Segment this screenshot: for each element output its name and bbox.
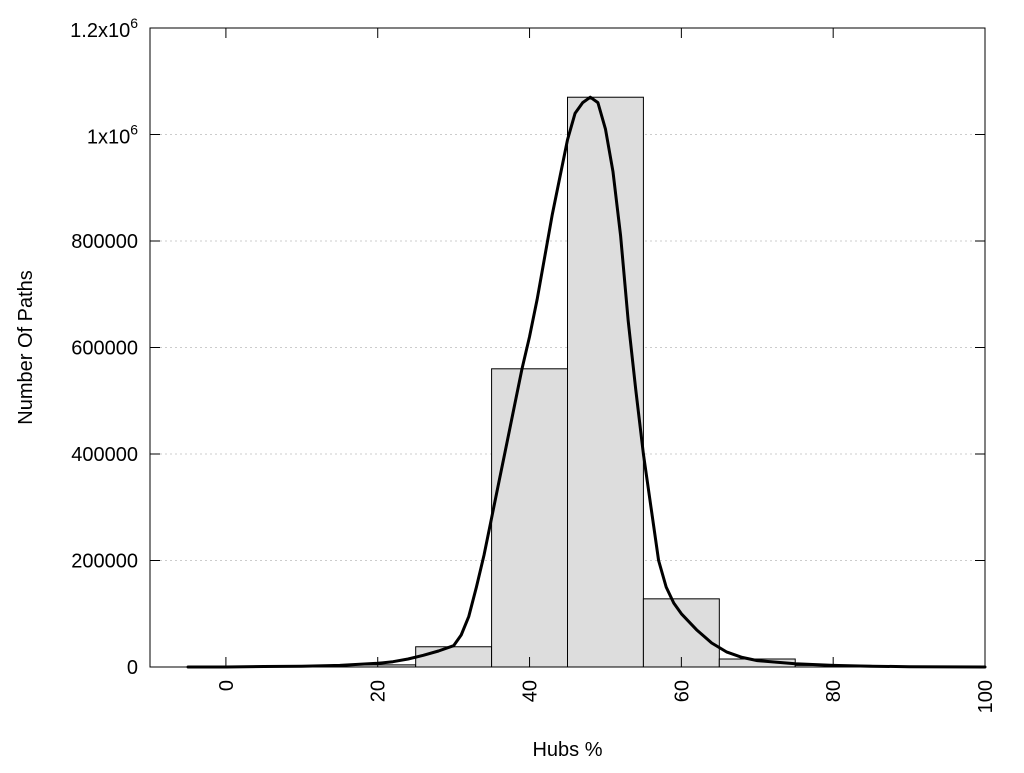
x-tick-label: 80: [823, 680, 845, 702]
x-tick-label: 40: [520, 680, 542, 702]
x-tick-label: 100: [975, 680, 997, 713]
y-tick-label: 200000: [71, 551, 138, 573]
bars-layer: [188, 97, 985, 667]
y-tick-label: 800000: [71, 231, 138, 253]
x-tick-label: 20: [368, 680, 390, 702]
histogram-bar: [568, 97, 644, 667]
x-tick-label: 60: [671, 680, 693, 702]
y-tick-label: 400000: [71, 444, 138, 466]
y-tick-label-exponent: 6: [130, 122, 138, 138]
histogram-bar: [492, 369, 568, 667]
y-tick-label-exponent: 6: [130, 15, 138, 31]
histogram-bar: [416, 647, 492, 667]
histogram-bar: [643, 599, 719, 667]
x-tick-label: 0: [216, 680, 238, 691]
y-tick-label: 600000: [71, 338, 138, 360]
y-tick-label: 1x106: [87, 122, 138, 149]
y-tick-label: 0: [127, 657, 138, 679]
x-axis-title: Hubs %: [532, 739, 602, 761]
y-axis-title: Number Of Paths: [15, 270, 37, 425]
y-tick-label: 1.2x106: [70, 15, 138, 42]
